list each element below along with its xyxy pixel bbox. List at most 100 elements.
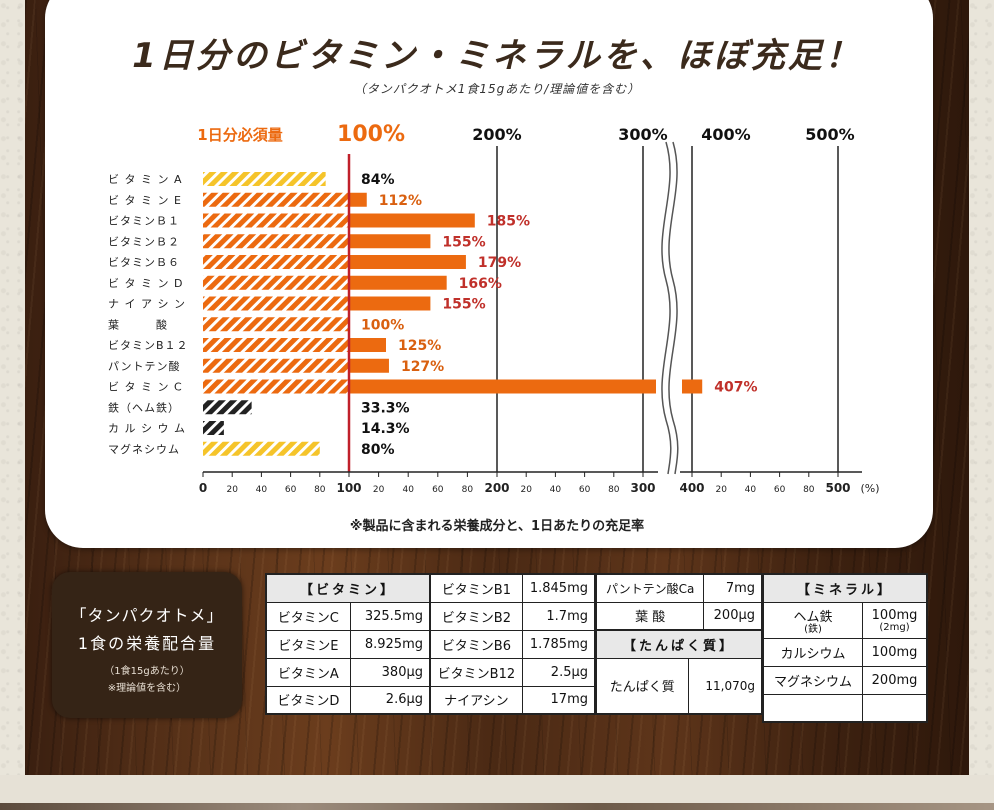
bar-hatched — [203, 358, 349, 373]
x-tick-label: 0 — [199, 481, 207, 495]
x-tick-label: 60 — [285, 485, 297, 495]
vitamin-table-header: 【ビタミン】 — [265, 573, 431, 603]
x-tick-label: 20 — [226, 485, 238, 495]
nutrient-name: ヘム鉄 (鉄) — [762, 601, 864, 639]
nutrient-value: 380μg — [349, 657, 431, 687]
bar-solid — [349, 234, 431, 249]
category-label: カ ル シ ウ ム — [108, 422, 186, 435]
value-label: 112% — [379, 193, 422, 209]
table-row: ビタミンA 380μg — [265, 657, 431, 687]
bar-hatched — [203, 338, 349, 352]
nutrient-value: 100mg (2mg) — [862, 601, 928, 639]
bar-hatched — [203, 234, 349, 249]
value-label: 80% — [361, 442, 395, 458]
value-label: 155% — [442, 234, 485, 250]
protein-table: 【たんぱく質】 たんぱく質 11,070g — [595, 629, 763, 715]
value-label: 179% — [478, 255, 521, 271]
panel-label-line1: 「タンパクオトメ」 — [70, 606, 224, 625]
scale-header: 500% — [805, 125, 854, 144]
axis-break-line — [668, 141, 679, 475]
vitamin-table-1: 【ビタミン】 ビタミンC 325.5mg ビタミンE 8.925mg ビタミンA 38… — [265, 573, 431, 715]
table-row: ナイアシン 17mg — [429, 685, 596, 715]
bottom-divider — [0, 803, 994, 810]
x-tick-label: 80 — [462, 485, 474, 495]
value-label: 100% — [361, 317, 404, 333]
bar — [203, 317, 349, 332]
nutrient-name: ビタミンB12 — [429, 657, 523, 687]
bar-hatched — [203, 213, 349, 228]
scale-header: 300% — [618, 125, 667, 144]
table-row: ビタミンD 2.6μg — [265, 685, 431, 715]
nutrient-value: 200mg — [862, 665, 928, 695]
bar-solid — [349, 358, 389, 373]
nutrient-name-main: ヘム鉄 — [793, 609, 833, 625]
scale-header: 400% — [701, 125, 750, 144]
nutrient-value: 2.5μg — [521, 657, 596, 687]
reference-label: 1日分必須量 — [197, 126, 282, 144]
table-row: ビタミンB12 2.5μg — [429, 657, 596, 687]
nutrient-value: 8.925mg — [349, 629, 431, 659]
table-row — [762, 693, 928, 723]
nutrient-name: パントテン酸Ca — [595, 573, 705, 603]
axis-break-line — [661, 141, 672, 475]
empty-cell — [762, 693, 864, 723]
x-tick-label: 20 — [520, 485, 532, 495]
nutrient-value: 100mg — [862, 637, 928, 667]
value-label: 185% — [487, 214, 530, 230]
bar-solid — [349, 379, 703, 394]
nutrient-name: ビタミンC — [265, 601, 351, 631]
table-row: たんぱく質 11,070g — [595, 657, 763, 715]
nutrient-value: 325.5mg — [349, 601, 431, 631]
x-tick-label: 80 — [314, 485, 326, 495]
nutrient-value-main: 100mg — [871, 607, 918, 623]
table-row: ビタミンC 325.5mg — [265, 601, 431, 631]
table-row: カルシウム 100mg — [762, 637, 928, 667]
x-tick-label: 20 — [373, 485, 385, 495]
nutrient-name: ビタミンB1 — [429, 573, 523, 603]
table-row: マグネシウム 200mg — [762, 665, 928, 695]
nutrient-name: ビタミンA — [265, 657, 351, 687]
value-label: 155% — [442, 297, 485, 313]
x-tick-label: 80 — [803, 485, 815, 495]
chart-footnote: ※製品に含まれる栄養成分と、1日あたりの充足率 — [349, 519, 645, 534]
category-label: パントテン酸 — [108, 359, 181, 373]
bar-hatched — [203, 192, 349, 207]
x-tick-label: 400 — [679, 481, 704, 495]
table-row: 葉 酸 200μg — [595, 601, 763, 631]
value-label: 33.3% — [361, 400, 410, 416]
category-label: マグネシウム — [108, 442, 180, 456]
nutrient-name: 葉 酸 — [595, 601, 705, 631]
nutrient-value: 7mg — [703, 573, 763, 603]
bar-hatched — [203, 379, 349, 394]
bar-solid — [349, 338, 386, 352]
unit-label: (%) — [860, 482, 879, 495]
scale-header: 200% — [472, 125, 521, 144]
table-row: ヘム鉄 (鉄) 100mg (2mg) — [762, 601, 928, 639]
nutrient-value: 200μg — [703, 601, 763, 631]
page-title: 1日分のビタミン・ミネラルを、ほぼ充足！ — [132, 36, 862, 76]
chart-card — [45, 0, 933, 548]
x-tick-label: 200 — [484, 481, 509, 495]
x-tick-label: 100 — [336, 481, 361, 495]
vitamin-bar-chart: 1日分必須量 100% 200% 300% 400% 500% ビ タ ミ ン A 84% ビ … — [108, 122, 880, 495]
table-row: ビタミンB2 1.7mg — [429, 601, 596, 631]
category-label: ビタミンＢ６ — [108, 256, 180, 269]
x-tick-label: 80 — [608, 485, 620, 495]
bar-solid — [349, 255, 466, 269]
x-tick-label: 60 — [432, 485, 444, 495]
page-subtitle: （タンパクオトメ1食15gあたり/理論値を含む） — [353, 82, 641, 96]
table-row: ビタミンB6 1.785mg — [429, 629, 596, 659]
category-label: ビタミンＢ１ — [108, 215, 180, 228]
x-tick-label: 60 — [579, 485, 591, 495]
nutrient-name-sub: (鉄) — [804, 623, 822, 635]
nutrition-panel-label: 「タンパクオトメ」 1食の栄養配合量 （1食15gあたり） ※理論値を含む） — [52, 572, 242, 718]
bar — [203, 172, 326, 186]
reference-value-label: 100% — [337, 122, 405, 147]
x-tick-label: 20 — [715, 485, 727, 495]
nutrient-value: 1.785mg — [521, 629, 596, 659]
nutrient-name: ビタミンB2 — [429, 601, 523, 631]
nutrient-value: 2.6μg — [349, 685, 431, 715]
nutrient-value: 1.845mg — [521, 573, 596, 603]
mineral-table-header: 【ミネラル】 — [762, 573, 928, 603]
value-label: 14.3% — [361, 421, 410, 437]
